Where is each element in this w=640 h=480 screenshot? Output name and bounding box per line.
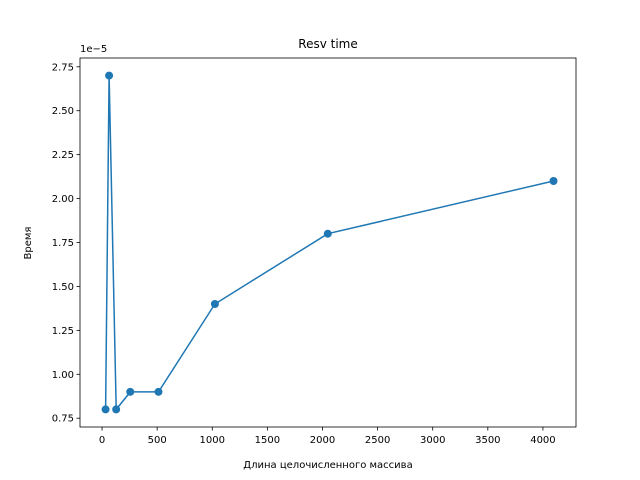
y-tick-label: 0.75 [52, 414, 74, 425]
y-axis-label: Время [23, 227, 34, 260]
data-point [154, 387, 163, 396]
y-tick-label: 1.50 [52, 282, 74, 293]
data-series [101, 71, 558, 414]
x-tick-label: 3000 [420, 435, 445, 446]
y-tick-label: 2.00 [52, 194, 74, 205]
data-point [126, 387, 135, 396]
data-point [105, 71, 114, 80]
data-point [210, 300, 219, 308]
x-tick-label: 2000 [310, 435, 335, 446]
y-tick-label: 1.00 [52, 370, 74, 381]
x-tick-label: 3500 [475, 435, 500, 446]
y-axis: 0.75 1.00 1.25 1.50 1.75 2.00 2.25 2.50 2.75 [52, 62, 80, 425]
plot-area [79, 57, 577, 428]
y-tick-label: 2.50 [52, 106, 74, 117]
x-tick-label: 0 [99, 435, 105, 446]
y-tick-label: 2.75 [52, 62, 74, 73]
series-line [104, 75, 554, 412]
x-axis-label: Длина целочисленного массива [243, 460, 412, 471]
y-tick-label: 1.25 [52, 326, 74, 337]
x-tick-label: 4000 [530, 435, 555, 446]
data-point [112, 405, 121, 414]
data-point [101, 405, 110, 414]
y-tick-label: 1.75 [52, 238, 74, 249]
chart-title: Resv time [298, 37, 357, 51]
y-tick-label: 2.25 [52, 150, 74, 161]
y-offset-label: 1e−5 [80, 44, 107, 55]
x-tick-label: 500 [148, 435, 167, 446]
x-tick-label: 1000 [200, 435, 225, 446]
data-point [323, 229, 332, 238]
x-tick-label: 2500 [365, 435, 390, 446]
x-axis: 0 500 1000 1500 2000 2500 3000 3500 4000 [99, 427, 556, 446]
data-point [549, 177, 558, 185]
x-tick-label: 1500 [255, 435, 280, 446]
